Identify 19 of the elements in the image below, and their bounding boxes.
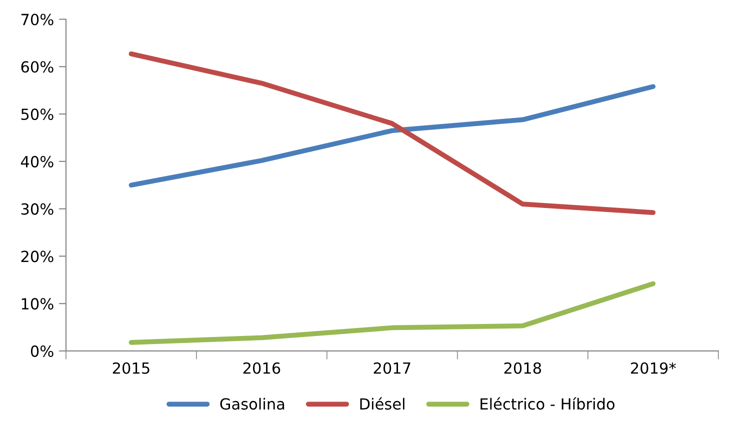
x-tick-label: 2016 <box>243 362 280 374</box>
legend-label: Eléctrico - Híbrido <box>480 397 614 410</box>
x-tick-label: 2019* <box>630 362 676 374</box>
x-tick-label: 2015 <box>112 362 150 374</box>
y-tick-label: 60% <box>21 61 54 73</box>
y-tick-label: 20% <box>21 250 54 262</box>
x-tick-label: 2018 <box>504 362 542 374</box>
line-series <box>128 84 656 188</box>
y-tick-label: 30% <box>21 203 54 215</box>
line-series <box>128 281 656 345</box>
legend-label: Gasolina <box>220 398 284 410</box>
y-tick-label: 0% <box>30 345 54 357</box>
y-tick-label: 40% <box>20 156 54 168</box>
y-tick-label: 50% <box>21 108 54 120</box>
y-tick-label: 70% <box>21 14 54 26</box>
line-series <box>128 51 656 216</box>
y-tick-label: 10% <box>22 298 54 310</box>
legend-label: Diésel <box>360 397 404 410</box>
x-tick-label: 2017 <box>374 362 410 374</box>
